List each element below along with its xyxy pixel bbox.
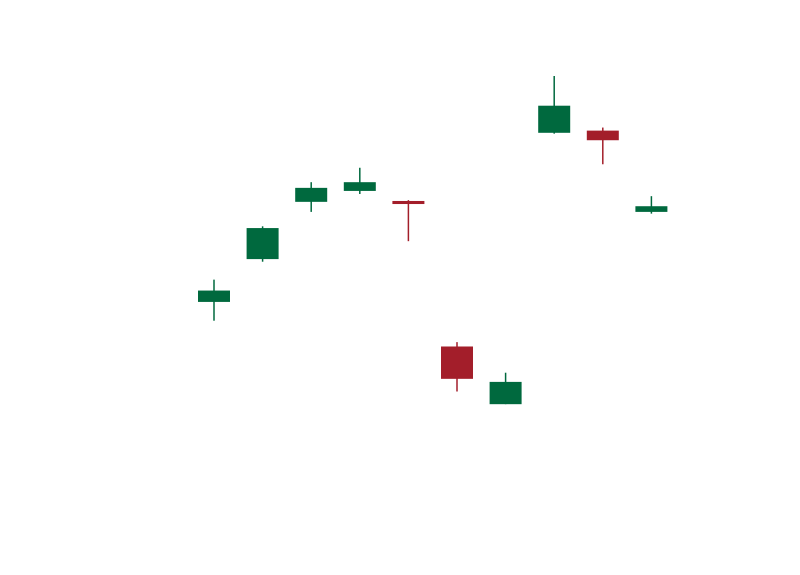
- candle-body: [489, 381, 522, 405]
- candle-body: [392, 200, 425, 205]
- candle-body: [538, 105, 571, 133]
- plot-area: [198, 75, 668, 405]
- candle-body: [635, 206, 668, 212]
- candle-body: [246, 228, 279, 260]
- candle-body: [295, 187, 328, 202]
- candle-body: [343, 182, 376, 191]
- candle-body: [198, 290, 230, 302]
- candle-body: [441, 346, 473, 379]
- candle-body: [586, 130, 619, 141]
